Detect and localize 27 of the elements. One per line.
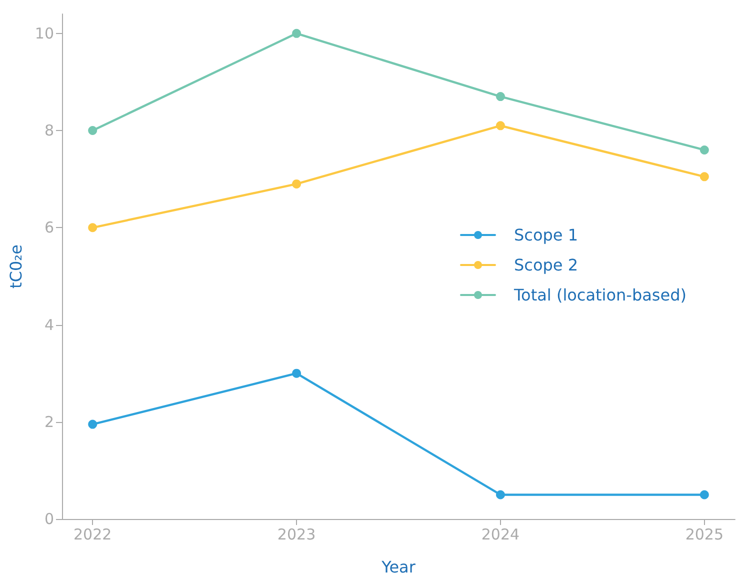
point <box>292 179 302 188</box>
point <box>88 420 98 429</box>
point <box>292 28 302 38</box>
point <box>700 490 709 500</box>
y-tick-label: 8 <box>44 122 54 140</box>
point <box>496 92 505 102</box>
x-tick-label: 2023 <box>277 526 316 544</box>
point <box>88 223 98 232</box>
x-tick-label: 2025 <box>685 526 724 544</box>
y-tick-label: 4 <box>44 316 54 334</box>
x-axis-title: Year <box>380 558 416 576</box>
legend-label: Total (location-based) <box>513 286 686 304</box>
point <box>496 490 505 500</box>
point <box>700 145 709 154</box>
y-tick-label: 0 <box>44 510 54 528</box>
y-tick-label: 6 <box>44 218 54 237</box>
y-axis-title: tC0₂e <box>6 244 26 288</box>
point <box>496 121 505 130</box>
point <box>292 368 302 378</box>
point <box>700 172 709 182</box>
x-tick-label: 2022 <box>73 526 112 544</box>
point <box>88 126 98 136</box>
legend-label: Scope 2 <box>514 256 578 274</box>
y-tick-label: 2 <box>44 412 54 431</box>
x-tick-label: 2024 <box>481 526 520 544</box>
legend-label: Scope 1 <box>514 226 578 244</box>
y-tick-label: 10 <box>34 24 54 42</box>
